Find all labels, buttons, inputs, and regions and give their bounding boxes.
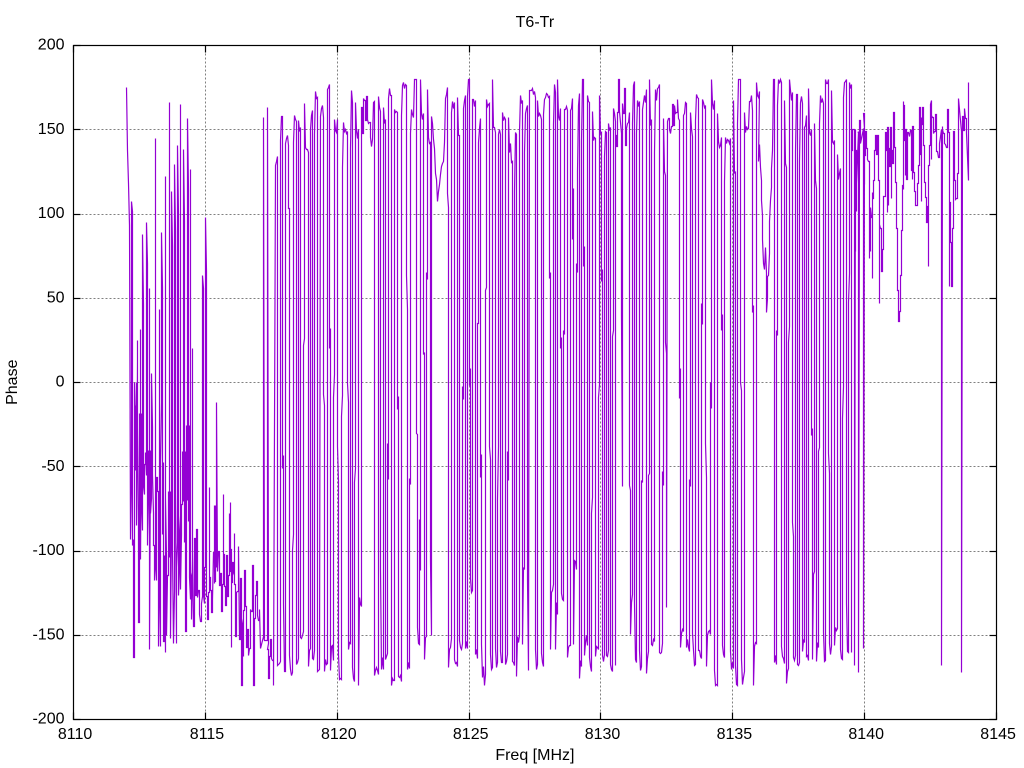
svg-text:8130: 8130 [585,726,621,743]
svg-text:-100: -100 [32,542,64,559]
svg-text:8115: 8115 [190,726,225,743]
svg-text:100: 100 [38,205,65,222]
svg-text:8140: 8140 [848,726,884,743]
svg-text:0: 0 [56,374,65,391]
svg-text:Phase: Phase [4,359,21,404]
svg-text:200: 200 [38,37,65,54]
svg-text:8135: 8135 [717,726,753,743]
svg-text:T6-Tr: T6-Tr [516,14,555,31]
svg-text:8120: 8120 [321,726,357,743]
svg-text:-50: -50 [41,458,64,475]
svg-text:Freq [MHz]: Freq [MHz] [495,747,574,764]
svg-text:8145: 8145 [980,726,1016,743]
svg-text:8125: 8125 [453,726,489,743]
svg-text:50: 50 [47,289,65,306]
svg-text:-200: -200 [32,711,64,728]
svg-text:-150: -150 [32,627,64,644]
svg-text:150: 150 [38,121,65,138]
svg-text:8110: 8110 [58,726,93,743]
